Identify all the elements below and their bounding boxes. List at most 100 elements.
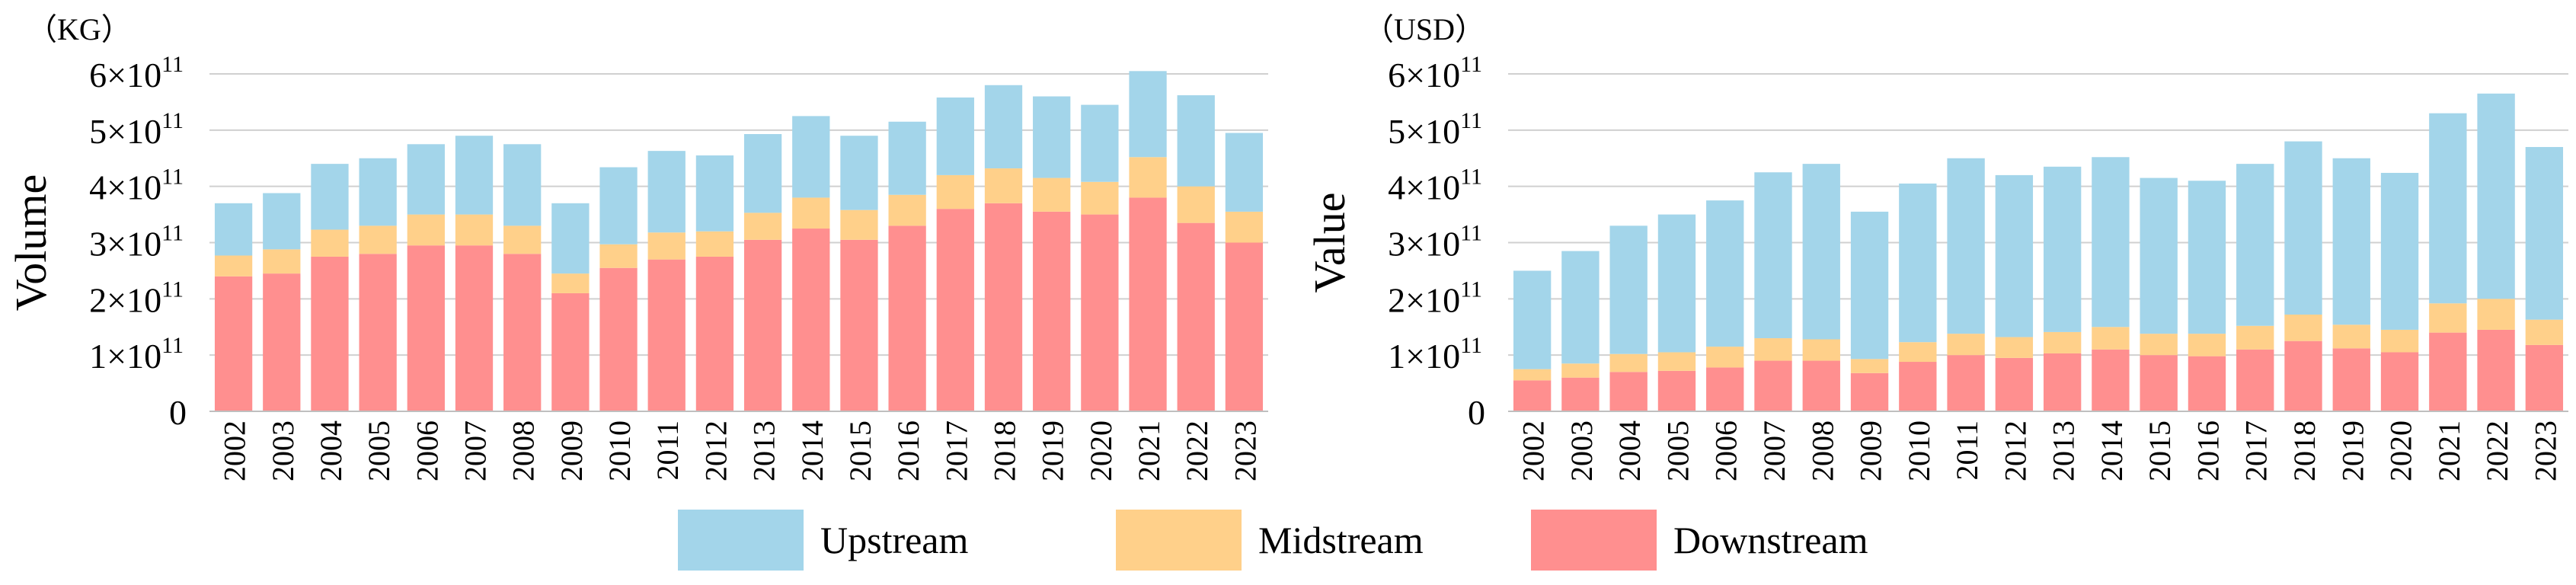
bar-upstream-2003 [1561,251,1600,364]
bar-midstream-2007 [1754,338,1792,361]
bar-upstream-2019 [2332,158,2370,325]
bar-upstream-2007 [455,136,494,215]
bar-upstream-2020 [2380,172,2419,330]
bar-midstream-2023 [2525,319,2564,345]
bar-downstream-2006 [407,245,445,411]
legend-label-midstream: Midstream [1258,519,1424,561]
bar-downstream-2020 [2380,352,2419,411]
bar-midstream-2004 [311,229,349,257]
x-tick-label: 2022 [1180,420,1214,481]
x-tick-label: 2004 [1612,420,1647,481]
bar-upstream-2013 [2043,166,2082,332]
x-tick-label: 2016 [891,420,925,481]
x-tick-label: 2011 [1950,420,1984,481]
x-tick-label: 2015 [843,420,877,481]
x-tick-label: 2003 [1564,420,1599,481]
volume-chart: 0 1×1011 2×1011 3×1011 4×1011 5×1011 6×1011 200… [6,12,1268,481]
bar-midstream-2021 [1129,157,1167,198]
bar-midstream-2012 [1995,337,2034,358]
bar-upstream-2009 [551,203,590,274]
bar-midstream-2017 [936,174,974,209]
bar-downstream-2015 [2140,355,2178,411]
bar-upstream-2016 [2188,181,2226,334]
bar-upstream-2002 [214,203,253,256]
bar-midstream-2005 [1657,352,1696,371]
bar-downstream-2010 [1899,362,1937,411]
bar-downstream-2019 [1033,211,1071,411]
bar-downstream-2008 [503,254,542,411]
bar-downstream-2022 [1177,222,1215,411]
bar-upstream-2015 [840,136,878,210]
bar-downstream-2023 [1225,242,1264,411]
bar-upstream-2006 [407,144,445,215]
bar-midstream-2015 [2140,334,2178,356]
bar-downstream-2017 [2236,349,2274,411]
y-tick-label: 5×1011 [89,108,184,151]
legend-swatch-upstream [678,510,804,571]
bar-upstream-2023 [1225,133,1264,212]
bar-midstream-2006 [1706,347,1744,368]
x-tick-label: 2023 [2528,420,2562,481]
bar-downstream-2004 [1609,372,1648,411]
bar-downstream-2013 [743,239,782,411]
x-tick-label: 2017 [2239,420,2274,481]
bar-downstream-2005 [359,254,397,411]
x-tick-label: 2019 [1036,420,1070,481]
bar-downstream-2003 [1561,377,1600,411]
x-tick-label: 2012 [698,420,733,481]
x-tick-label: 2004 [314,420,348,481]
bar-midstream-2020 [1081,181,1119,215]
bar-upstream-2004 [311,164,349,230]
bar-downstream-2008 [1802,360,1840,411]
bar-upstream-2003 [263,193,301,250]
x-tick-label: 2012 [1998,420,2032,481]
bar-downstream-2014 [2092,349,2130,411]
x-tick-label: 2003 [266,420,300,481]
bar-downstream-2017 [936,209,974,411]
bar-downstream-2020 [1081,214,1119,411]
bar-upstream-2012 [695,155,734,232]
legend-label-downstream: Downstream [1673,519,1868,561]
y-tick-label: 2×1011 [1388,277,1482,319]
bar-downstream-2005 [1657,370,1696,411]
bar-midstream-2019 [1033,177,1071,212]
y-tick-label: 0 [169,393,187,432]
bar-downstream-2007 [455,245,494,411]
legend-item-downstream: Downstream [1531,506,1868,574]
bar-midstream-2016 [888,194,926,226]
legend-swatch-downstream [1531,510,1657,571]
bar-downstream-2010 [599,267,638,411]
bar-midstream-2018 [2284,315,2322,341]
x-tick-label: 2005 [362,420,396,481]
y-axis-title: Volume [6,174,56,311]
x-tick-label: 2008 [507,420,541,481]
bar-downstream-2022 [2477,329,2515,411]
x-tick-label: 2014 [795,420,829,481]
x-tick-label: 2019 [2335,420,2370,481]
bar-downstream-2009 [551,292,590,411]
bar-downstream-2015 [840,239,878,411]
x-tick-label: 2002 [1517,420,1551,481]
bar-downstream-2021 [2429,332,2467,411]
x-tick-label: 2022 [2480,420,2514,481]
bar-midstream-2016 [2188,334,2226,356]
bar-downstream-2002 [1513,380,1552,411]
bar-downstream-2004 [311,256,349,411]
x-tick-label: 2006 [410,420,444,481]
y-tick-label: 1×1011 [89,333,184,376]
legend-item-midstream: Midstream [1116,506,1424,574]
bar-upstream-2016 [888,121,926,195]
y-tick-label: 2×1011 [89,277,184,319]
bar-midstream-2022 [2477,299,2515,330]
bar-downstream-2009 [1850,372,1889,411]
bar-midstream-2003 [1561,363,1600,378]
bar-midstream-2013 [743,213,782,240]
bar-upstream-2021 [2429,113,2467,304]
x-tick-label: 2008 [1805,420,1839,481]
y-axis-title: Value [1305,192,1354,292]
bar-midstream-2017 [2236,325,2274,350]
bar-midstream-2010 [1899,342,1937,363]
x-tick-label: 2010 [602,420,637,481]
bar-midstream-2011 [647,232,686,260]
